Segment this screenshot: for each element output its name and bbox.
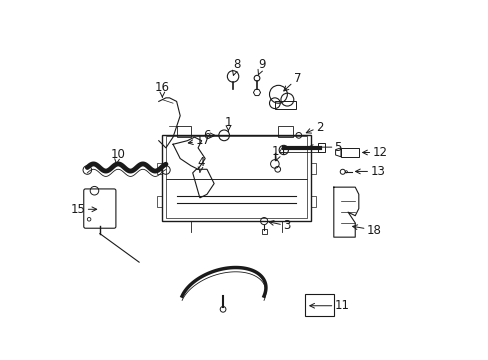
Text: 7: 7 <box>283 72 301 91</box>
Bar <box>165 179 306 217</box>
Text: 17: 17 <box>188 134 210 147</box>
Bar <box>305 294 333 316</box>
Text: 9: 9 <box>258 58 265 75</box>
Bar <box>157 163 162 174</box>
Bar <box>176 126 190 137</box>
Bar <box>261 229 266 234</box>
Text: 16: 16 <box>155 81 169 97</box>
Bar <box>317 143 324 153</box>
Text: 6: 6 <box>203 129 214 142</box>
Text: 18: 18 <box>352 224 381 237</box>
Text: 4: 4 <box>197 156 204 172</box>
Text: 2: 2 <box>305 121 323 134</box>
Bar <box>310 196 315 207</box>
Text: 12: 12 <box>362 146 386 159</box>
Text: 15: 15 <box>71 203 97 216</box>
Bar <box>278 126 292 137</box>
Text: 1: 1 <box>224 116 232 131</box>
Bar <box>340 148 358 157</box>
Text: 11: 11 <box>309 299 349 312</box>
Bar <box>162 135 310 221</box>
Text: 13: 13 <box>355 165 385 178</box>
Text: 3: 3 <box>268 219 290 232</box>
Bar <box>165 136 306 179</box>
Text: 5: 5 <box>308 141 341 154</box>
Bar <box>274 102 296 109</box>
Bar <box>157 196 162 207</box>
Text: 10: 10 <box>110 148 125 164</box>
Bar <box>310 163 315 174</box>
Text: 8: 8 <box>232 58 240 75</box>
Text: 14: 14 <box>271 145 286 161</box>
